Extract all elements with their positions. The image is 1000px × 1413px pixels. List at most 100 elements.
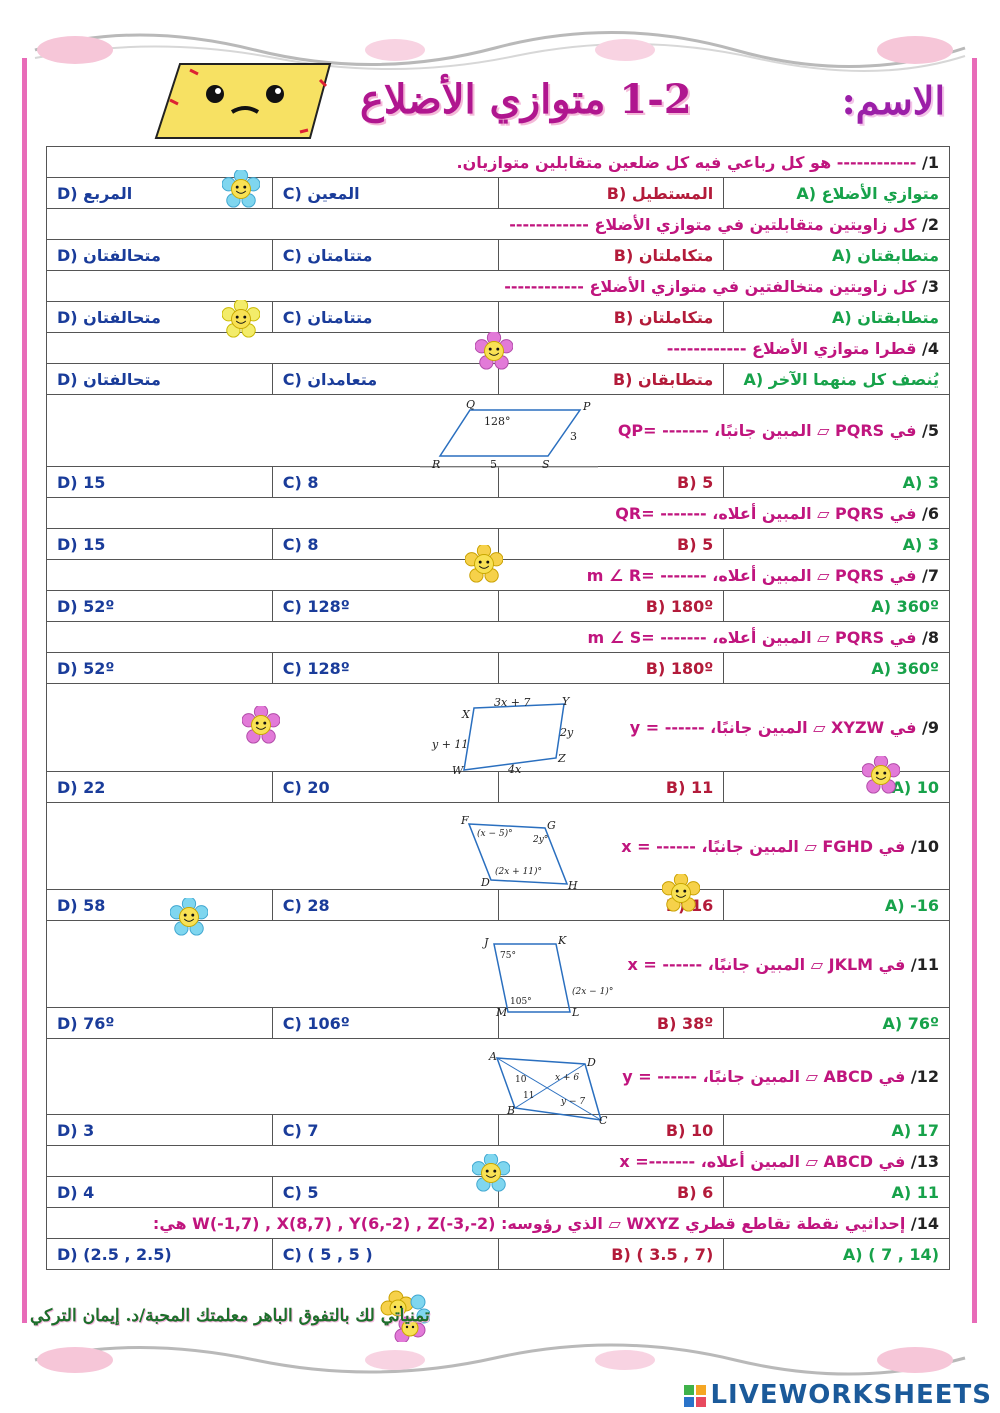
- smiley-flower-icon: [472, 1154, 510, 1192]
- option-d[interactable]: D) 3: [46, 1114, 273, 1146]
- option-a[interactable]: يُنصف كل منهما الآخر (A: [723, 363, 950, 395]
- option-a[interactable]: A) ( 7 , 14): [723, 1238, 950, 1270]
- question-row-14: 14/ إحداثيي نقطة تقاطع قطري WXYZ ▱ الذي …: [46, 1207, 950, 1239]
- top-ornament: [34, 31, 966, 73]
- question-text: إحداثيي نقطة تقاطع قطري WXYZ ▱ الذي رؤوس…: [152, 1213, 906, 1233]
- liveworksheets-brand[interactable]: LIVEWORKSHEETS: [684, 1380, 992, 1410]
- question-text: في XYZW ▱ المبين جانبًا، ------ = y: [629, 718, 917, 737]
- question-row-8: 8/ في PQRS ▱ المبين أعلاه، ------- =m ∠ …: [46, 621, 950, 653]
- option-b[interactable]: B) 180º: [497, 652, 725, 684]
- option-d[interactable]: متحالفتان (D: [46, 363, 273, 395]
- option-c[interactable]: C) 7: [271, 1114, 499, 1146]
- figure-jklm: J K M L 75° 105° (2x − 1)°: [482, 934, 613, 1018]
- side-xy: 3x + 7: [494, 696, 530, 709]
- option-c[interactable]: C) 106º: [271, 1007, 499, 1039]
- option-c[interactable]: C) ( 5 , 5 ): [271, 1238, 499, 1270]
- option-c[interactable]: متعامدان (C: [271, 363, 499, 395]
- smiley-flower-icon: [242, 706, 280, 744]
- option-b[interactable]: متطابقان (B: [497, 363, 725, 395]
- option-a[interactable]: A) 360º: [723, 590, 950, 622]
- option-a[interactable]: A) 11: [723, 1176, 950, 1208]
- option-b[interactable]: المستطيل (B: [497, 177, 725, 209]
- answer-row-14: D) (2.5 , 2.5) C) ( 5 , 5 ) B) ( 3.5 , 7…: [46, 1238, 950, 1270]
- option-d[interactable]: D) 76º: [46, 1007, 273, 1039]
- vertex-p: P: [582, 400, 591, 413]
- frame-right-border: [972, 58, 977, 1323]
- segment-ce: y − 7: [560, 1097, 585, 1107]
- vertex-s: S: [542, 458, 550, 470]
- vertex-m: M: [495, 1006, 508, 1018]
- option-d[interactable]: D) 22: [46, 771, 273, 803]
- smiley-flower-icon: [475, 332, 513, 370]
- option-c[interactable]: C) 28: [271, 889, 499, 921]
- option-a[interactable]: A) 360º: [723, 652, 950, 684]
- vertex-h: H: [567, 879, 578, 892]
- vertex-q: Q: [466, 398, 475, 411]
- vertex-c: C: [599, 1114, 608, 1126]
- option-a[interactable]: A) 76º: [723, 1007, 950, 1039]
- side-yz: 2y: [559, 726, 574, 739]
- option-a[interactable]: A) 10: [723, 771, 950, 803]
- smiley-flower-cluster-icon: [380, 1290, 430, 1342]
- option-c[interactable]: C) 128º: [271, 590, 499, 622]
- vertex-y: Y: [562, 696, 571, 708]
- option-a[interactable]: متوازي الأضلاع (A: [723, 177, 950, 209]
- option-d[interactable]: متحالفتان (D: [46, 239, 273, 271]
- angle-g: 2y°: [532, 835, 548, 845]
- option-b[interactable]: متكاملتان (B: [497, 239, 725, 271]
- vertex-j: J: [482, 936, 489, 949]
- smiley-flower-icon: [170, 898, 208, 936]
- side-rs: 5: [490, 458, 497, 470]
- option-a[interactable]: A) 3: [723, 466, 950, 498]
- option-d[interactable]: D) 4: [46, 1176, 273, 1208]
- option-a[interactable]: A) 17: [723, 1114, 950, 1146]
- figure-pqrs: Q P R S 128° 3 5: [420, 398, 598, 470]
- question-text: في PQRS ▱ المبين أعلاه، ------- =m ∠ R: [586, 565, 917, 585]
- option-c[interactable]: متتامتان (C: [271, 301, 499, 333]
- answer-row-3: متحالفتان (D متتامتان (C متكاملتان (B مت…: [46, 301, 950, 333]
- answer-row-13: D) 4 C) 5 B) 6 A) 11: [46, 1176, 950, 1208]
- smiley-flower-icon: [222, 170, 260, 208]
- question-text: في PQRS ▱ المبين جانبًا، ------- =QP: [617, 421, 917, 440]
- option-d[interactable]: D) (2.5 , 2.5): [46, 1238, 273, 1270]
- segment-de: x + 6: [555, 1073, 579, 1083]
- option-a[interactable]: A) 3: [723, 528, 950, 560]
- question-text: في JKLM ▱ المبين جانبًا، ------ = x: [627, 954, 906, 974]
- option-b[interactable]: متكاملتان (B: [497, 301, 725, 333]
- parallelogram-mascot-icon: [154, 63, 332, 139]
- option-b[interactable]: B) ( 3.5 , 7): [497, 1238, 725, 1270]
- answer-row-9: D) 22 C) 20 B) 11 A) 10: [46, 771, 950, 803]
- name-label: الاسم:: [841, 78, 945, 123]
- answer-row-12: D) 3 C) 7 B) 10 A) 17: [46, 1114, 950, 1146]
- vertex-d: D: [480, 876, 490, 889]
- answer-row-5: D) 15 C) 8 B) 5 A) 3: [46, 466, 950, 498]
- answer-row-4: متحالفتان (D متعامدان (C متطابقان (B يُن…: [46, 363, 950, 395]
- side-ps: 3: [570, 430, 577, 443]
- option-d[interactable]: D) 15: [46, 528, 273, 560]
- answer-row-1: المربع (D المعين (C المستطيل (B متوازي ا…: [46, 177, 950, 209]
- option-d[interactable]: D) 58: [46, 889, 273, 921]
- option-a[interactable]: متطابقتان (A: [723, 239, 950, 271]
- option-b[interactable]: B) 180º: [497, 590, 725, 622]
- option-d[interactable]: D) 52º: [46, 590, 273, 622]
- option-b[interactable]: B) 5: [497, 528, 725, 560]
- question-text: كل زاويتين متخالفتين في متوازي الأضلاع -…: [504, 276, 917, 296]
- option-c[interactable]: متتامتان (C: [271, 239, 499, 271]
- option-c[interactable]: C) 8: [271, 466, 499, 498]
- option-c[interactable]: C) 8: [271, 528, 499, 560]
- option-d[interactable]: D) 15: [46, 466, 273, 498]
- option-b[interactable]: B) 10: [497, 1114, 725, 1146]
- option-c[interactable]: المعين (C: [271, 177, 499, 209]
- liveworksheets-logo-icon: [684, 1384, 707, 1407]
- option-a[interactable]: A) -16: [723, 889, 950, 921]
- vertex-x: X: [461, 708, 471, 721]
- option-a[interactable]: متطابقتان (A: [723, 301, 950, 333]
- option-b[interactable]: B) 6: [497, 1176, 725, 1208]
- side-wz: 4x: [507, 763, 522, 776]
- option-c[interactable]: C) 5: [271, 1176, 499, 1208]
- figure-abcd: A D B C 10 11 x + 6 y − 7: [488, 1050, 608, 1126]
- option-c[interactable]: C) 128º: [271, 652, 499, 684]
- option-b[interactable]: B) 5: [497, 466, 725, 498]
- vertex-w: W: [452, 764, 465, 777]
- option-d[interactable]: D) 52º: [46, 652, 273, 684]
